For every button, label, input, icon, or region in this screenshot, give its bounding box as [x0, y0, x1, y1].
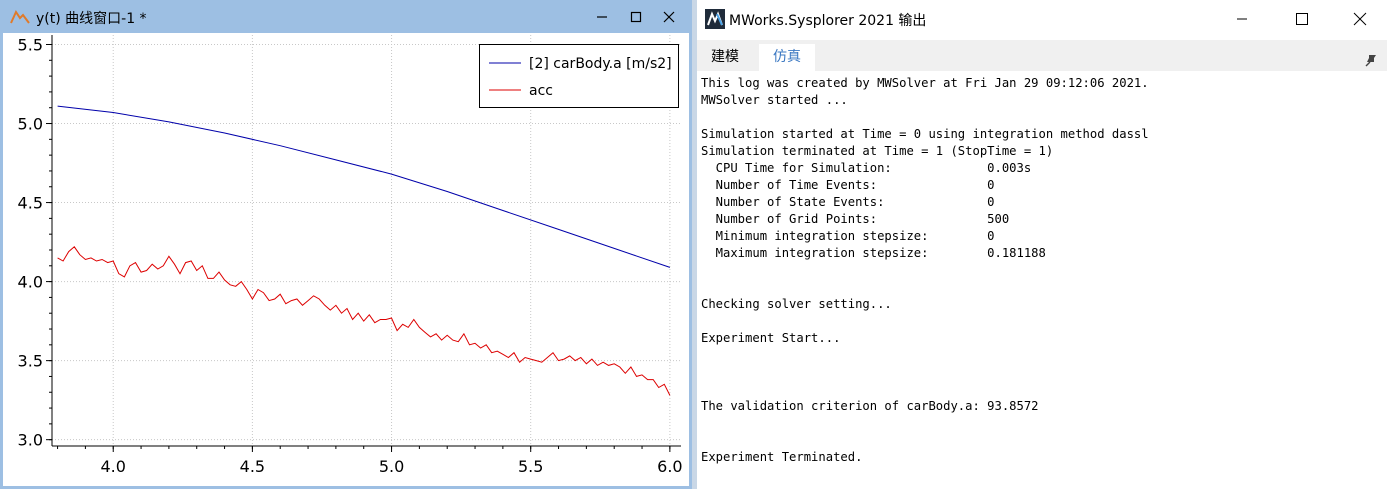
close-icon [1353, 12, 1367, 26]
y-tick-label: 5.0 [18, 115, 43, 134]
grid [52, 35, 681, 446]
log-line [701, 262, 1387, 279]
legend-box [479, 44, 679, 108]
log-line: Experiment Terminated. [701, 450, 863, 464]
y-tick-label: 3.5 [18, 352, 43, 371]
y-tick-label: 4.0 [18, 273, 43, 292]
log-line [701, 313, 1387, 330]
minimize-button[interactable] [586, 0, 620, 33]
close-button[interactable] [1337, 0, 1383, 38]
log-line [701, 347, 1387, 364]
x-tick-label: 5.5 [518, 457, 543, 476]
log-line: Number of Time Events: 0 [701, 178, 995, 192]
tick-labels: 4.0 4.5 5.0 5.5 6.0 3.0 3.5 4.0 4.5 5.0 5.5 [18, 35, 683, 476]
log-line: Number of Grid Points: 500 [701, 212, 1010, 226]
maximize-icon [1296, 13, 1308, 25]
log-line: Experiment Start... [701, 331, 841, 345]
close-button[interactable] [652, 0, 686, 33]
tab-modeling[interactable]: 建模 [711, 49, 739, 65]
minimize-button[interactable] [1219, 0, 1265, 38]
output-window-title: MWorks.Sysplorer 2021 输出 [729, 13, 927, 29]
close-icon [663, 11, 675, 23]
log-line: Number of State Events: 0 [701, 195, 995, 209]
maximize-icon [630, 11, 642, 23]
log-line [701, 432, 1387, 449]
maximize-button[interactable] [1279, 0, 1325, 38]
log-line: CPU Time for Simulation: 0.003s [701, 161, 1032, 175]
log-line: Checking solver setting... [701, 297, 892, 311]
y-tick-label: 3.0 [18, 431, 43, 450]
log-line [701, 109, 1387, 126]
output-titlebar[interactable]: MWorks.Sysplorer 2021 输出 [697, 0, 1391, 38]
plot-window: y(t) 曲线窗口-1 * 4.0 4.5 5.0 5.5 6.0 3.0 3.5 4.0 4.… [0, 0, 692, 489]
curve-window-icon [10, 9, 30, 29]
y-tick-label: 4.5 [18, 194, 43, 213]
maximize-button[interactable] [620, 0, 654, 33]
log-line: Simulation terminated at Time = 1 (StopT… [701, 144, 1054, 158]
log-line [701, 381, 1387, 398]
log-line: Maximum integration stepsize: 0.181188 [701, 246, 1046, 260]
x-tick-label: 5.0 [379, 457, 404, 476]
line-chart[interactable]: 4.0 4.5 5.0 5.5 6.0 3.0 3.5 4.0 4.5 5.0 5.5 [2] ca… [3, 33, 689, 486]
series [57, 105, 671, 396]
series-line-acc [57, 246, 671, 396]
log-line [701, 415, 1387, 432]
log-line [701, 364, 1387, 381]
plot-window-title: y(t) 曲线窗口-1 * [36, 11, 147, 27]
plot-titlebar[interactable]: y(t) 曲线窗口-1 * [0, 0, 692, 33]
minimize-icon [1237, 18, 1247, 20]
axes [46, 35, 681, 452]
pin-icon[interactable] [1365, 52, 1377, 71]
x-tick-label: 4.5 [240, 457, 265, 476]
mworks-logo-icon [705, 9, 725, 29]
x-tick-label: 6.0 [657, 457, 682, 476]
legend-label: [2] carBody.a [m/s2] [529, 56, 672, 72]
log-line: This log was created by MWSolver at Fri … [701, 76, 1149, 90]
legend-label: acc [529, 83, 553, 99]
log-line: The validation criterion of carBody.a: 9… [701, 399, 1039, 413]
series-line-carbody-a [57, 105, 671, 268]
minimize-icon [597, 16, 607, 18]
log-line [701, 279, 1387, 296]
log-line: Minimum integration stepsize: 0 [701, 229, 995, 243]
output-log[interactable]: This log was created by MWSolver at Fri … [701, 75, 1387, 485]
log-line: MWSolver started ... [701, 93, 848, 107]
plot-area[interactable]: 4.0 4.5 5.0 5.5 6.0 3.0 3.5 4.0 4.5 5.0 5.5 [2] ca… [3, 33, 689, 486]
tab-simulation[interactable]: 仿真 [759, 44, 815, 71]
tab-bar: 建模 仿真 [697, 40, 1387, 71]
y-tick-label: 5.5 [18, 35, 43, 54]
legend[interactable]: [2] carBody.a [m/s2] acc [479, 44, 679, 108]
x-tick-label: 4.0 [101, 457, 126, 476]
output-window: MWorks.Sysplorer 2021 输出 建模 仿真 This log … [697, 0, 1391, 489]
log-line: Simulation started at Time = 0 using int… [701, 127, 1149, 141]
